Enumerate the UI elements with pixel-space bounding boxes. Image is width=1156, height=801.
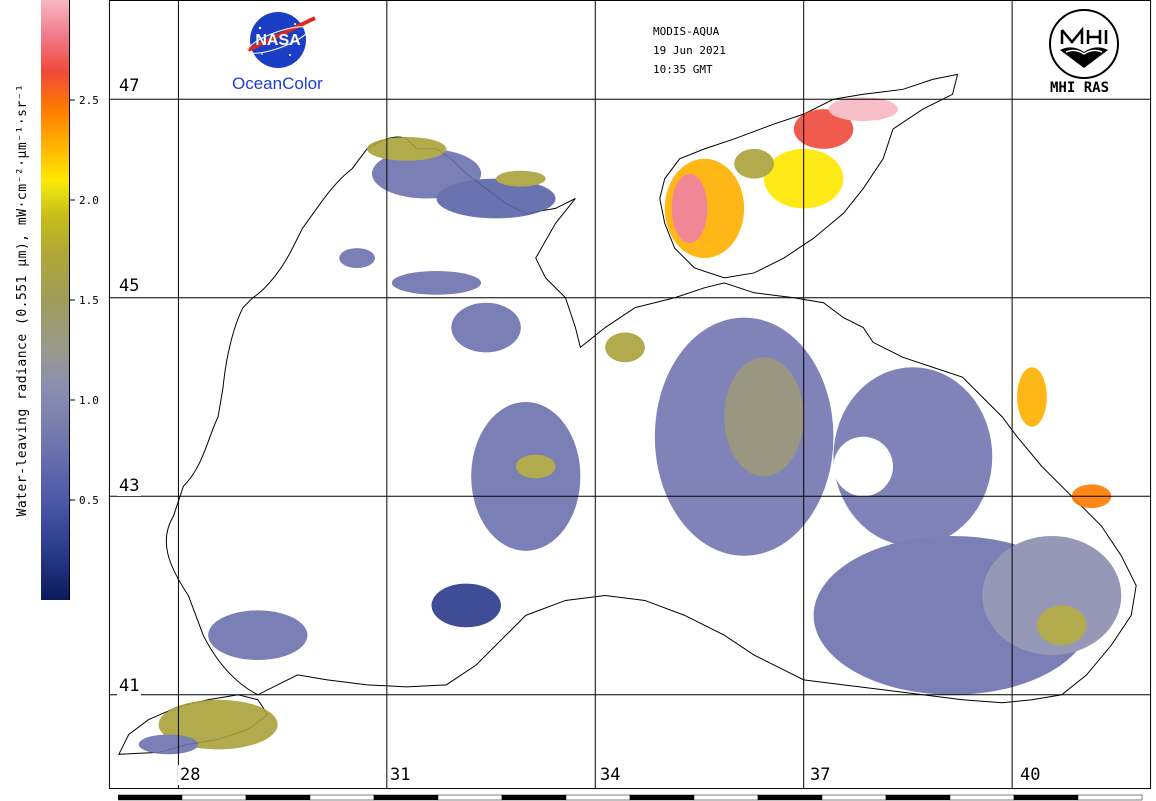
scale-segment	[437, 794, 503, 801]
scale-segment	[373, 794, 439, 801]
mhi-label: MHI RAS	[1050, 80, 1110, 96]
black-sea-map	[108, 0, 1152, 790]
scale-segment	[1077, 794, 1143, 801]
scale-segment	[821, 794, 887, 801]
latitude-label: 45	[117, 276, 142, 296]
sensor-name: MODIS-AQUA	[653, 25, 720, 38]
oceancolor-label: OceanColor	[232, 74, 323, 93]
latitude-label: 43	[117, 476, 142, 496]
scale-segment	[757, 794, 823, 801]
acquisition-info: MODIS-AQUA 19 Jun 2021 10:35 GMT	[620, 22, 780, 79]
longitude-label: 31	[388, 765, 413, 785]
longitude-label: 34	[598, 765, 623, 785]
nasa-logo: NASA	[247, 12, 316, 68]
radiance-field	[138, 97, 1122, 755]
colorbar-tick-label: 1.0	[79, 394, 99, 407]
latitude-label: 47	[117, 76, 142, 96]
scale-segment	[565, 794, 631, 801]
scale-segment	[118, 794, 183, 801]
colorbar-tick-label: 2.0	[79, 194, 99, 207]
colorbar-tick-label: 1.5	[79, 294, 99, 307]
colorbar-ticks: 2.5 2.0 1.5 1.0 0.5	[69, 94, 99, 507]
scale-segment	[629, 794, 695, 801]
scale-segment	[885, 794, 951, 801]
colorbar-tick-label: 2.5	[79, 94, 99, 107]
longitude-label: 40	[1018, 765, 1043, 785]
graticule	[108, 0, 1152, 790]
longitude-label: 28	[178, 765, 203, 785]
longitude-label: 37	[808, 765, 833, 785]
scale-segment	[501, 794, 567, 801]
colorbar-tick-label: 0.5	[79, 494, 99, 507]
scale-segment	[245, 794, 311, 801]
acquisition-time: 10:35 GMT	[653, 63, 713, 76]
map-border	[108, 0, 1152, 790]
latitude-label: 41	[117, 676, 142, 696]
nasa-logo-text: NASA	[255, 32, 301, 49]
acquisition-date: 19 Jun 2021	[653, 44, 726, 57]
scale-segment	[1013, 794, 1079, 801]
scale-segment	[309, 794, 375, 801]
scale-bar	[118, 794, 1143, 801]
scale-segment	[949, 794, 1015, 801]
mhi-logo	[1049, 9, 1119, 79]
scale-segment	[181, 794, 247, 801]
colorbar-title: Water-leaving radiance (0.551 μm), mW·cm…	[15, 83, 30, 517]
colorbar	[41, 0, 70, 600]
scale-segment	[693, 794, 759, 801]
